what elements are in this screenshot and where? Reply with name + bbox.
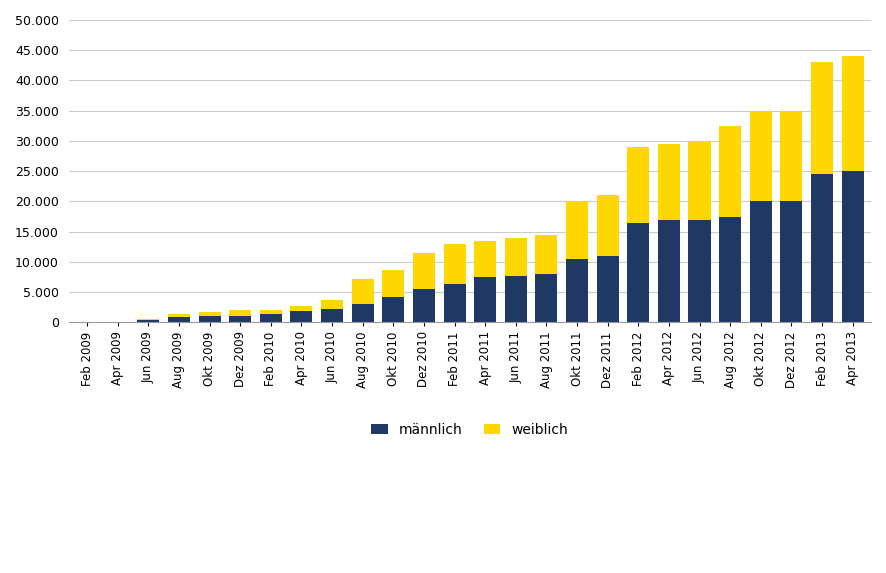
Bar xyxy=(474,277,496,323)
Bar xyxy=(168,315,190,317)
Bar xyxy=(781,201,803,323)
Bar xyxy=(719,126,742,217)
Bar xyxy=(781,111,803,201)
Bar xyxy=(352,304,374,323)
Bar xyxy=(535,235,557,274)
Bar xyxy=(505,238,527,276)
Bar xyxy=(688,141,711,219)
Bar xyxy=(750,201,772,323)
Bar xyxy=(260,309,282,314)
Bar xyxy=(842,171,864,323)
Bar xyxy=(352,279,374,304)
Bar xyxy=(842,56,864,171)
Bar xyxy=(137,320,159,323)
Bar xyxy=(658,144,680,219)
Bar xyxy=(198,312,221,316)
Bar xyxy=(627,147,649,222)
Bar xyxy=(566,201,588,259)
Bar xyxy=(382,270,404,297)
Bar xyxy=(811,62,833,174)
Bar xyxy=(229,310,252,316)
Bar xyxy=(260,314,282,323)
Bar xyxy=(229,316,252,323)
Bar xyxy=(321,300,343,309)
Bar xyxy=(596,195,618,256)
Legend: männlich, weiblich: männlich, weiblich xyxy=(366,417,574,442)
Bar xyxy=(750,111,772,201)
Bar xyxy=(291,312,313,323)
Bar xyxy=(474,241,496,277)
Bar xyxy=(168,317,190,323)
Bar xyxy=(382,297,404,323)
Bar xyxy=(137,319,159,320)
Bar xyxy=(413,253,435,289)
Bar xyxy=(444,284,465,323)
Bar xyxy=(596,256,618,323)
Bar xyxy=(719,217,742,323)
Bar xyxy=(505,276,527,323)
Bar xyxy=(566,259,588,323)
Bar xyxy=(627,222,649,323)
Bar xyxy=(444,244,465,284)
Bar xyxy=(688,219,711,323)
Bar xyxy=(413,289,435,323)
Bar xyxy=(658,219,680,323)
Bar xyxy=(291,306,313,312)
Bar xyxy=(198,316,221,323)
Bar xyxy=(535,274,557,323)
Bar xyxy=(321,309,343,323)
Bar xyxy=(811,174,833,323)
